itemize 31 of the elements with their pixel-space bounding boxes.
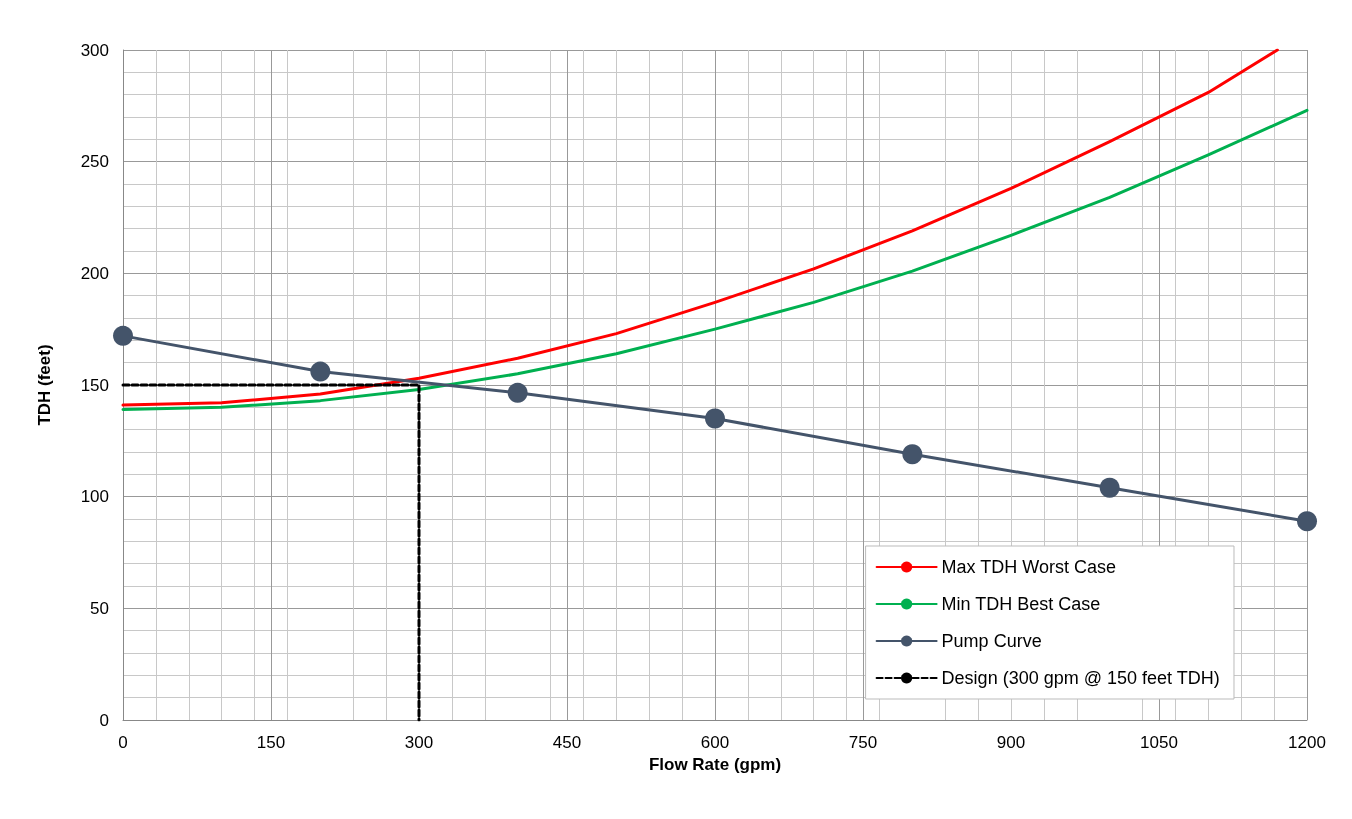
x-tick-label: 150 (256, 733, 286, 752)
x-tick-label: 450 (552, 733, 582, 752)
point (507, 382, 528, 403)
x-tick-label: 900 (996, 733, 1026, 752)
point (310, 361, 331, 382)
line-series (121, 108, 1309, 412)
point (902, 444, 923, 465)
legend-label: Min TDH Best Case (941, 594, 1101, 614)
y-tick-label: 250 (80, 152, 109, 172)
x-tick-label: 0 (118, 733, 128, 752)
line-series (121, 48, 1279, 407)
y-tick-label: 50 (90, 598, 109, 618)
x-tick-label: 600 (700, 733, 730, 752)
x-tick-label: 300 (404, 733, 434, 752)
y-tick-label: 0 (99, 710, 109, 730)
legend-label: Design (300 gpm @ 150 feet TDH) (941, 668, 1220, 688)
y-axis-title: TDH (feet) (35, 344, 54, 426)
x-tick-label: 750 (848, 733, 878, 752)
y-tick-label: 100 (80, 487, 109, 507)
point (705, 408, 725, 429)
legend-label: Pump Curve (941, 631, 1042, 651)
x-tick-label: 1050 (1140, 733, 1178, 752)
y-tick-label: 200 (80, 263, 109, 283)
x-axis-title: Flow Rate (gpm) (648, 755, 782, 774)
y-tick-label: 150 (80, 375, 109, 395)
y-tick-label: 300 (80, 40, 109, 60)
point (1297, 511, 1317, 532)
point (1099, 477, 1120, 498)
x-tick-label: 1200 (1288, 733, 1326, 752)
point (113, 325, 133, 346)
legend-label: Max TDH Worst Case (941, 557, 1116, 577)
